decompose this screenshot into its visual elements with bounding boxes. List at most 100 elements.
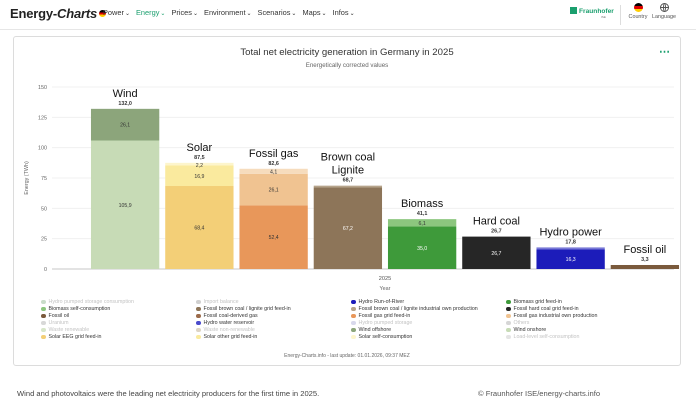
legend-swatch	[351, 327, 356, 333]
legend-swatch	[506, 306, 511, 312]
legend-item[interactable]: Hydro water reservoir	[196, 320, 351, 326]
nav-item-label: Environment	[204, 8, 246, 17]
data-label: 26,1	[120, 123, 130, 129]
legend-swatch	[41, 299, 46, 305]
nav-item-prices[interactable]: Prices⌄	[171, 8, 198, 17]
legend-item[interactable]: Hydro pumped storage	[351, 320, 506, 326]
legend-label: Wind offshore	[358, 327, 392, 333]
bar-segment	[90, 108, 160, 141]
legend-label: Load-level self-consumption	[513, 334, 580, 340]
country-button[interactable]: Country	[624, 3, 652, 20]
legend-swatch	[196, 306, 201, 312]
chevron-down-icon: ⌄	[160, 11, 166, 17]
top-navigation-bar: Energy-Charts Power⌄ Energy⌄ Prices⌄ Enviro…	[0, 0, 696, 30]
nav-item-label: Energy	[135, 8, 160, 17]
fraunhofer-ise-text: ISE	[601, 15, 606, 19]
legend-item[interactable]: Waste renewable	[41, 327, 196, 333]
legend-item[interactable]: Wind offshore	[351, 327, 506, 333]
chart-subtitle: Energetically corrected values	[305, 62, 389, 69]
legend-item[interactable]: Solar self-consumption	[351, 334, 506, 340]
bar-segment	[239, 173, 308, 206]
legend-item[interactable]: Biomass grid feed-in	[506, 299, 661, 305]
legend-swatch	[41, 334, 46, 340]
legend-item[interactable]: Fossil oil	[41, 313, 196, 319]
chevron-down-icon: ⌄	[291, 11, 297, 17]
legend-item[interactable]: Load-level self-consumption	[506, 334, 661, 340]
category-label: Hard coal	[473, 216, 520, 228]
data-label: 16,3	[566, 257, 576, 263]
energy-charts-logo[interactable]: Energy-Charts	[10, 6, 106, 21]
legend-item[interactable]: Fossil gas grid feed-in	[351, 313, 506, 319]
legend-swatch	[506, 299, 511, 305]
germany-flag-icon	[633, 3, 643, 12]
legend-swatch	[351, 334, 356, 340]
legend-item[interactable]: Fossil brown coal / lignite industrial o…	[351, 306, 506, 312]
data-label: 67,2	[343, 226, 353, 232]
legend-label: Hydro water reservoir	[203, 320, 255, 326]
chart-title: Total net electricity generation in Germ…	[240, 47, 454, 58]
nav-item-scenarios[interactable]: Scenarios⌄	[258, 8, 297, 17]
legend-item[interactable]: Solar EEG grid feed-in	[41, 334, 196, 340]
legend-swatch	[351, 313, 356, 319]
legend-item[interactable]: Hydro Run-of-River	[351, 299, 506, 305]
legend-item[interactable]: Fossil gas industrial own production	[506, 313, 661, 319]
category-label: Solar	[187, 142, 213, 154]
globe-icon	[659, 3, 669, 12]
bar-total-label: 87,5	[194, 155, 205, 161]
fraunhofer-logo-text: Fraunhofer	[579, 8, 614, 15]
legend-label: Uranium	[48, 320, 69, 326]
data-label: 4,1	[270, 169, 277, 175]
bar-total-label: 17,8	[565, 239, 576, 245]
bar-segment	[239, 168, 308, 174]
nav-item-maps[interactable]: Maps⌄	[302, 8, 326, 17]
legend-item[interactable]: Solar other grid feed-in	[196, 334, 351, 340]
legend-label: Fossil brown coal / lignite grid feed-in	[203, 306, 291, 312]
copyright-notice: © Fraunhofer ISE/energy-charts.info	[478, 389, 601, 398]
nav-item-infos[interactable]: Infos⌄	[333, 8, 355, 17]
legend-item[interactable]: Hydro pumped storage consumption	[41, 299, 196, 305]
legend-label: Fossil coal-derived gas	[203, 313, 258, 319]
language-button[interactable]: Language	[650, 3, 678, 20]
bar-total-label: 82,6	[268, 161, 279, 167]
data-label: 6,1	[419, 221, 426, 227]
data-label: 26,7	[491, 251, 501, 257]
legend-item[interactable]: Uranium	[41, 320, 196, 326]
legend-label: Solar self-consumption	[358, 334, 413, 340]
nav-item-label: Scenarios	[257, 8, 291, 17]
legend-item[interactable]: Wind onshore	[506, 327, 661, 333]
data-label: 68,4	[194, 226, 204, 232]
main-menu: Power⌄ Energy⌄ Prices⌄ Environment⌄ Scenario…	[103, 8, 355, 17]
legend-item[interactable]: Others	[506, 320, 661, 326]
legend-label: Fossil hard coal grid feed-in	[513, 306, 579, 312]
legend-swatch	[196, 313, 201, 319]
legend-label: Fossil brown coal / lignite industrial o…	[358, 306, 478, 312]
legend-swatch	[196, 320, 201, 326]
legend-item[interactable]: Waste non-renewable	[196, 327, 351, 333]
legend-swatch	[506, 320, 511, 326]
chart-card: Total net electricity generation in Germ…	[13, 36, 681, 366]
nav-item-power[interactable]: Power⌄	[103, 8, 130, 17]
bar-chart: 0 25 50 75 100 125 150 Energy (TWh) 105,9 26,1 132…	[24, 85, 680, 292]
nav-item-environment[interactable]: Environment⌄	[204, 8, 252, 17]
chevron-down-icon: ⌄	[124, 11, 130, 17]
chevron-down-icon: ⌄	[321, 11, 327, 17]
legend-swatch	[196, 299, 201, 305]
fraunhofer-logo[interactable]: Fraunhofer	[570, 7, 614, 15]
y-tick-label: 75	[41, 176, 47, 182]
legend-item[interactable]: Fossil hard coal grid feed-in	[506, 306, 661, 312]
legend-swatch	[351, 299, 356, 305]
bar-segment	[90, 140, 160, 269]
nav-item-energy[interactable]: Energy⌄	[136, 8, 165, 17]
legend-item[interactable]: Import balance	[196, 299, 351, 305]
nav-item-label: Maps	[302, 8, 321, 17]
legend-item[interactable]: Fossil brown coal / lignite grid feed-in	[196, 306, 351, 312]
legend-item[interactable]: Biomass self-consumption	[41, 306, 196, 312]
legend-swatch	[351, 320, 356, 326]
legend-item[interactable]: Fossil coal-derived gas	[196, 313, 351, 319]
legend-swatch	[506, 313, 511, 319]
bar-segment	[165, 186, 234, 269]
chart-menu-icon[interactable]: ⋯	[659, 46, 670, 58]
legend-swatch	[506, 327, 511, 333]
bar-segment	[610, 264, 680, 269]
nav-item-label: Infos	[332, 8, 349, 17]
